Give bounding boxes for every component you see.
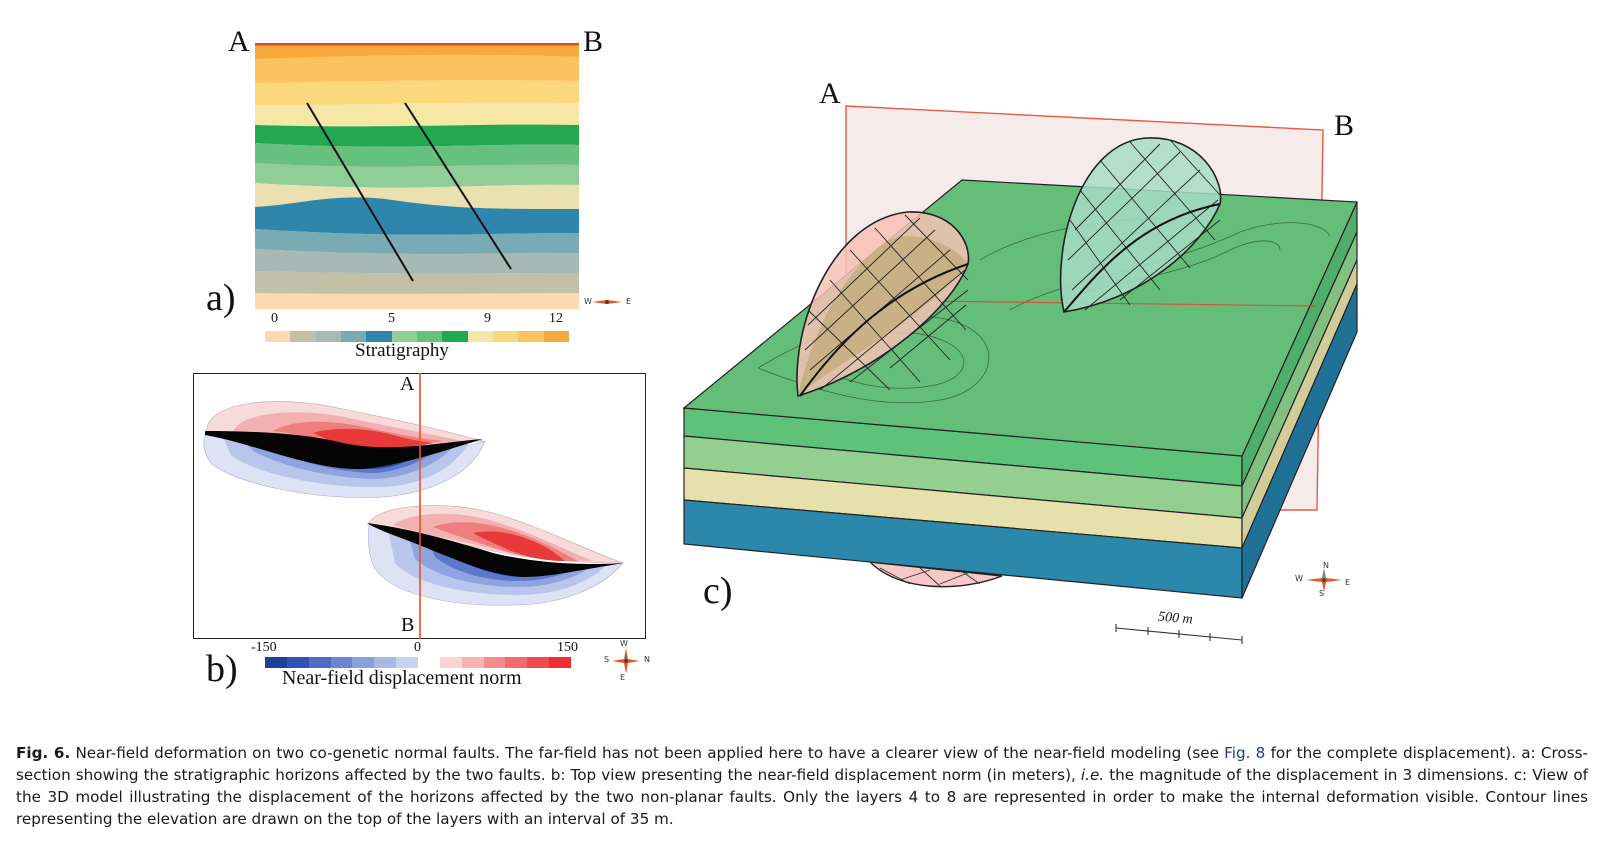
compass-north-label: N — [1323, 561, 1329, 570]
disp-swatch-6 — [396, 657, 419, 668]
strat-tick-5: 5 — [388, 311, 395, 326]
panel-c-point-b-label: B — [1334, 109, 1355, 142]
disp-tick-150: 150 — [557, 640, 578, 655]
disp-swatch-5 — [374, 657, 397, 668]
scale-bar-label: 500 m — [1157, 609, 1194, 628]
disp-swatch-1 — [286, 657, 309, 668]
block-model-image — [682, 105, 1358, 599]
caption-text-2: for the complete displacement). a: Cross… — [16, 744, 1588, 784]
strat-swatch-6 — [416, 331, 443, 342]
panel-b-point-b-label: B — [401, 614, 415, 636]
displacement-legend-title: Near-field displacement norm — [282, 667, 522, 689]
panel-c-label: c) — [703, 570, 733, 612]
disp-swatch-3 — [330, 657, 353, 668]
cross-section-image — [255, 43, 579, 309]
panel-c-point-a-label: A — [819, 77, 841, 110]
disp-swatch-8 — [439, 657, 462, 668]
compass-west-label: S — [604, 655, 610, 664]
compass-rose-icon: W S N E — [604, 640, 650, 682]
compass-arrow-icon — [592, 300, 622, 304]
compass-south-label: S — [1319, 589, 1325, 598]
compass-rose-icon: W E — [584, 296, 634, 308]
disp-swatch-10 — [483, 657, 506, 668]
displacement-colorbar — [265, 657, 572, 668]
compass-east-label: E — [626, 297, 632, 306]
compass-west-label: W — [1295, 574, 1303, 583]
displacement-map-image — [193, 373, 646, 639]
strat-tick-0: 0 — [271, 311, 278, 326]
disp-swatch-13 — [549, 657, 572, 668]
strat-swatch-11 — [543, 331, 569, 342]
strat-swatch-4 — [366, 331, 392, 342]
compass-south-label: E — [620, 673, 626, 682]
strat-tick-9: 9 — [484, 311, 491, 326]
strat-swatch-8 — [467, 331, 493, 342]
panel-b-label: b) — [206, 648, 238, 690]
figure-caption: Fig. 6. Near-field deformation on two co… — [16, 742, 1588, 830]
strat-swatch-3 — [340, 331, 367, 342]
compass-west-label: W — [584, 297, 592, 306]
strat-swatch-9 — [492, 331, 519, 342]
compass-star-icon — [1306, 568, 1342, 592]
panel-a-label: a) — [206, 277, 236, 319]
disp-tick-0: 0 — [414, 640, 421, 655]
caption-ie: i.e. — [1080, 766, 1105, 784]
disp-swatch-12 — [527, 657, 550, 668]
disp-swatch-0 — [265, 657, 287, 668]
compass-east-label: N — [644, 655, 650, 664]
caption-text-1: Near-field deformation on two co-genetic… — [70, 744, 1225, 762]
caption-text-3: the magnitude of the displacement in 3 d… — [16, 766, 1589, 828]
strat-swatch-7 — [442, 331, 468, 342]
disp-swatch-4 — [352, 657, 375, 668]
strat-swatch-10 — [518, 331, 544, 342]
scale-bar — [1115, 624, 1243, 644]
strat-swatch-0 — [265, 331, 291, 342]
strat-swatch-5 — [391, 331, 417, 342]
disp-swatch-11 — [505, 657, 528, 668]
strat-swatch-1 — [290, 331, 316, 342]
disp-swatch-7 — [418, 657, 440, 668]
compass-east-label: E — [1345, 578, 1351, 587]
figure-label: Fig. 6. — [16, 744, 71, 762]
disp-swatch-2 — [308, 657, 331, 668]
compass-star-icon — [612, 648, 640, 674]
compass-rose-icon: N W E S — [1292, 562, 1354, 602]
panel-a-point-b-label: B — [583, 25, 604, 58]
panel-a-point-a-label: A — [228, 25, 250, 58]
stratigraphy-legend-title: Stratigraphy — [355, 340, 449, 361]
disp-swatch-9 — [461, 657, 484, 668]
disp-tick-neg150: -150 — [251, 640, 277, 655]
strat-swatch-2 — [315, 331, 341, 342]
figure-reference-link[interactable]: Fig. 8 — [1224, 744, 1266, 762]
stratigraphy-colorbar — [265, 331, 569, 342]
panel-b-point-a-label: A — [400, 373, 415, 395]
strat-tick-12: 12 — [549, 311, 563, 326]
compass-north-label: W — [620, 639, 628, 648]
